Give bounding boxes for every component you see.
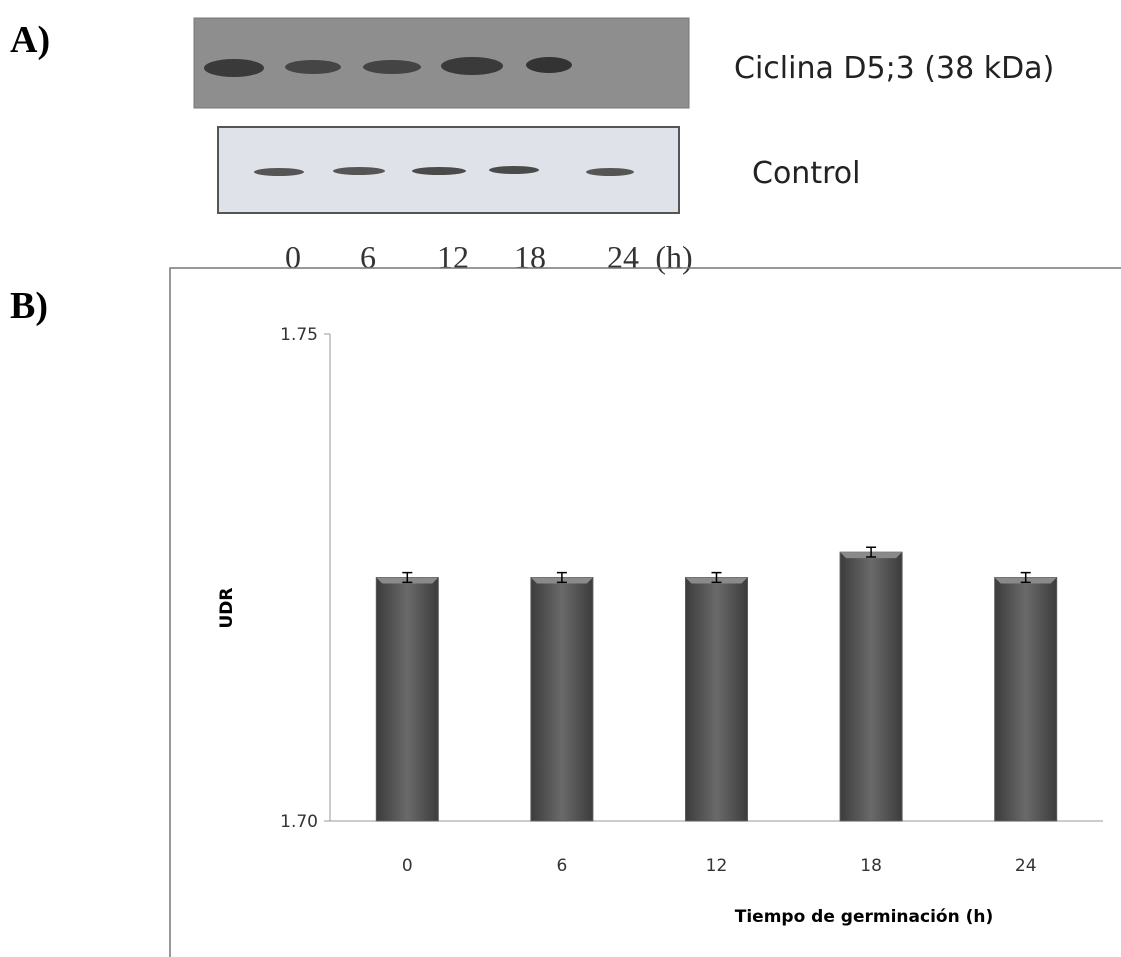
lane-labels: 0 6 12 18 24 — [285, 239, 639, 275]
x-tick-label: 24 — [1015, 856, 1037, 876]
lane-label: 18 — [514, 239, 546, 275]
x-axis-title: Tiempo de germinación (h) — [735, 907, 994, 927]
panel-label: A) — [10, 19, 50, 61]
lane-label: 6 — [360, 239, 376, 275]
bar — [531, 578, 593, 822]
y-tick-label: 1.70 — [280, 812, 318, 832]
panel-label: B) — [10, 285, 48, 327]
chart: 1.70 1.75 0 6 12 18 24 — [280, 325, 1103, 876]
x-tick-label: 6 — [556, 856, 567, 876]
bar — [995, 578, 1057, 822]
lane-label: 0 — [285, 239, 301, 275]
blot-top — [194, 18, 689, 108]
chart-border — [170, 268, 1121, 957]
y-axis-title: UDR — [217, 587, 237, 628]
x-tick-label: 0 — [402, 856, 413, 876]
bar — [840, 552, 902, 821]
figure: A) Ciclina D5;3 (38 kDa) Control 0 6 12 18 2… — [0, 0, 1121, 957]
blot-control — [218, 127, 679, 213]
y-tick-label: 1.75 — [280, 325, 318, 345]
bar — [376, 578, 438, 822]
lane-label: 24 — [607, 239, 639, 275]
x-tick-label: 12 — [706, 856, 728, 876]
lane-label: 12 — [437, 239, 469, 275]
blot-label: Ciclina D5;3 (38 kDa) — [734, 51, 1054, 86]
bar — [686, 578, 748, 822]
blot-label: Control — [752, 156, 860, 191]
x-tick-label: 18 — [860, 856, 882, 876]
lane-unit: (h) — [655, 239, 692, 275]
